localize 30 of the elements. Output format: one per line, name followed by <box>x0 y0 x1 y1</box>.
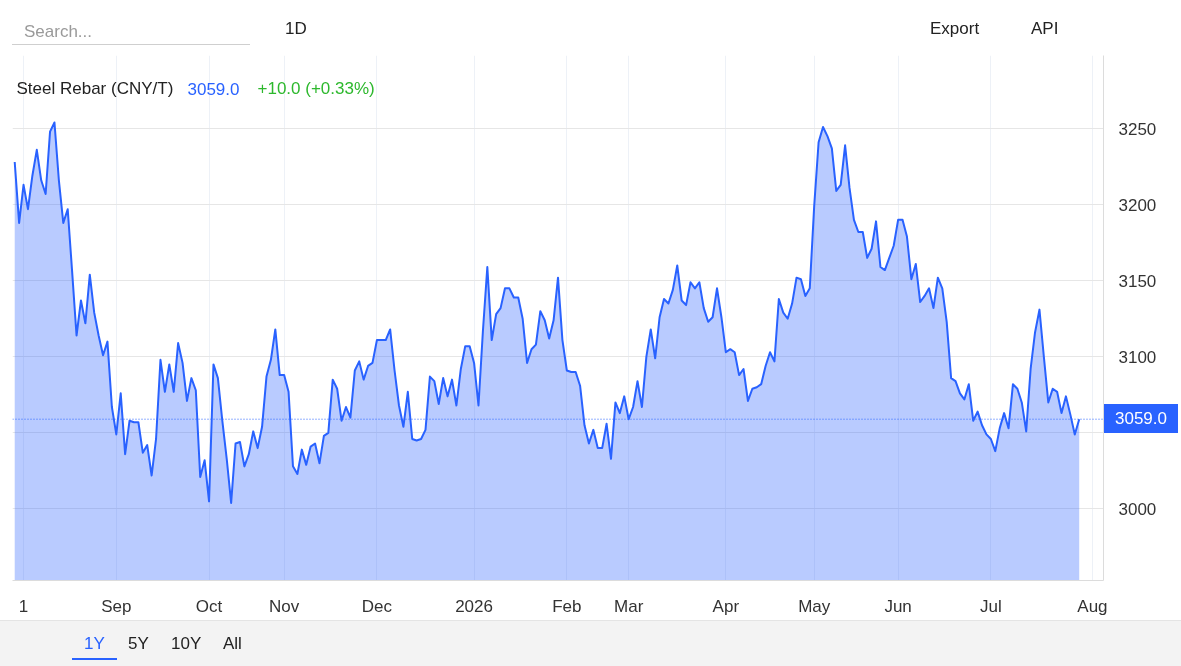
x-tick-label: Jul <box>980 596 1002 616</box>
x-tick-label: May <box>798 596 831 616</box>
y-tick-label: 3000 <box>1118 499 1157 519</box>
x-tick-label: 2026 <box>455 596 493 616</box>
text: 1Y <box>84 633 105 655</box>
ref-line-label: 3059.0 <box>1104 404 1178 434</box>
x-tick-label: Jun <box>884 596 912 616</box>
x-tick-label: Apr <box>712 596 740 616</box>
annotation: 3059.0 <box>187 79 240 99</box>
text: All <box>223 633 242 655</box>
x-tick-label: Feb <box>552 596 582 616</box>
y-tick-label: 3250 <box>1118 119 1157 139</box>
x-tick-label: Nov <box>269 596 300 616</box>
x-tick-label: 1 <box>18 596 29 616</box>
y-tick-label: 3100 <box>1118 347 1157 367</box>
text: Steel Rebar (CNY/T) <box>16 79 174 98</box>
annotation: +10.0 (+0.33%) <box>257 79 375 98</box>
text: Export <box>930 18 980 40</box>
x-tick-label: Mar <box>614 596 644 616</box>
y-tick-label: 3150 <box>1118 271 1157 291</box>
text: Search... <box>24 21 93 43</box>
text: API <box>1031 18 1059 40</box>
text: 1D <box>285 18 307 40</box>
x-tick-label: Aug <box>1077 596 1108 616</box>
x-tick-label: Oct <box>195 596 223 616</box>
y-tick-label: 3200 <box>1118 195 1157 215</box>
x-tick-label: Sep <box>101 596 132 616</box>
text: 10Y <box>171 633 202 655</box>
x-tick-label: Dec <box>361 596 393 616</box>
text: 5Y <box>128 633 149 655</box>
